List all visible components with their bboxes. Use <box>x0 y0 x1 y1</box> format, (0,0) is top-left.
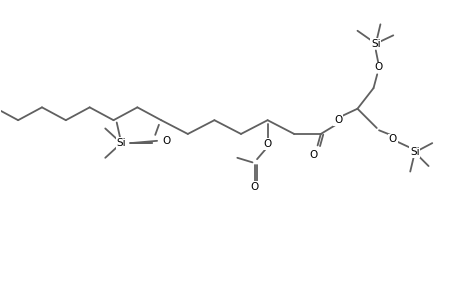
Text: O: O <box>263 139 271 149</box>
Text: Si: Si <box>409 147 419 157</box>
Text: Si: Si <box>116 138 126 148</box>
Text: O: O <box>162 136 170 146</box>
Text: O: O <box>309 150 317 160</box>
Text: O: O <box>162 136 170 146</box>
Text: Si: Si <box>370 39 380 49</box>
Text: O: O <box>388 134 396 145</box>
Text: O: O <box>333 115 341 125</box>
Text: O: O <box>333 115 341 125</box>
Text: O: O <box>250 182 258 192</box>
Text: O: O <box>373 62 381 72</box>
Text: Si: Si <box>116 138 126 148</box>
Text: O: O <box>388 134 396 145</box>
Text: O: O <box>250 182 258 192</box>
Text: O: O <box>309 150 317 160</box>
Text: O: O <box>263 139 271 149</box>
Text: O: O <box>373 62 381 72</box>
Text: Si: Si <box>409 147 419 157</box>
Text: Si: Si <box>370 39 380 49</box>
